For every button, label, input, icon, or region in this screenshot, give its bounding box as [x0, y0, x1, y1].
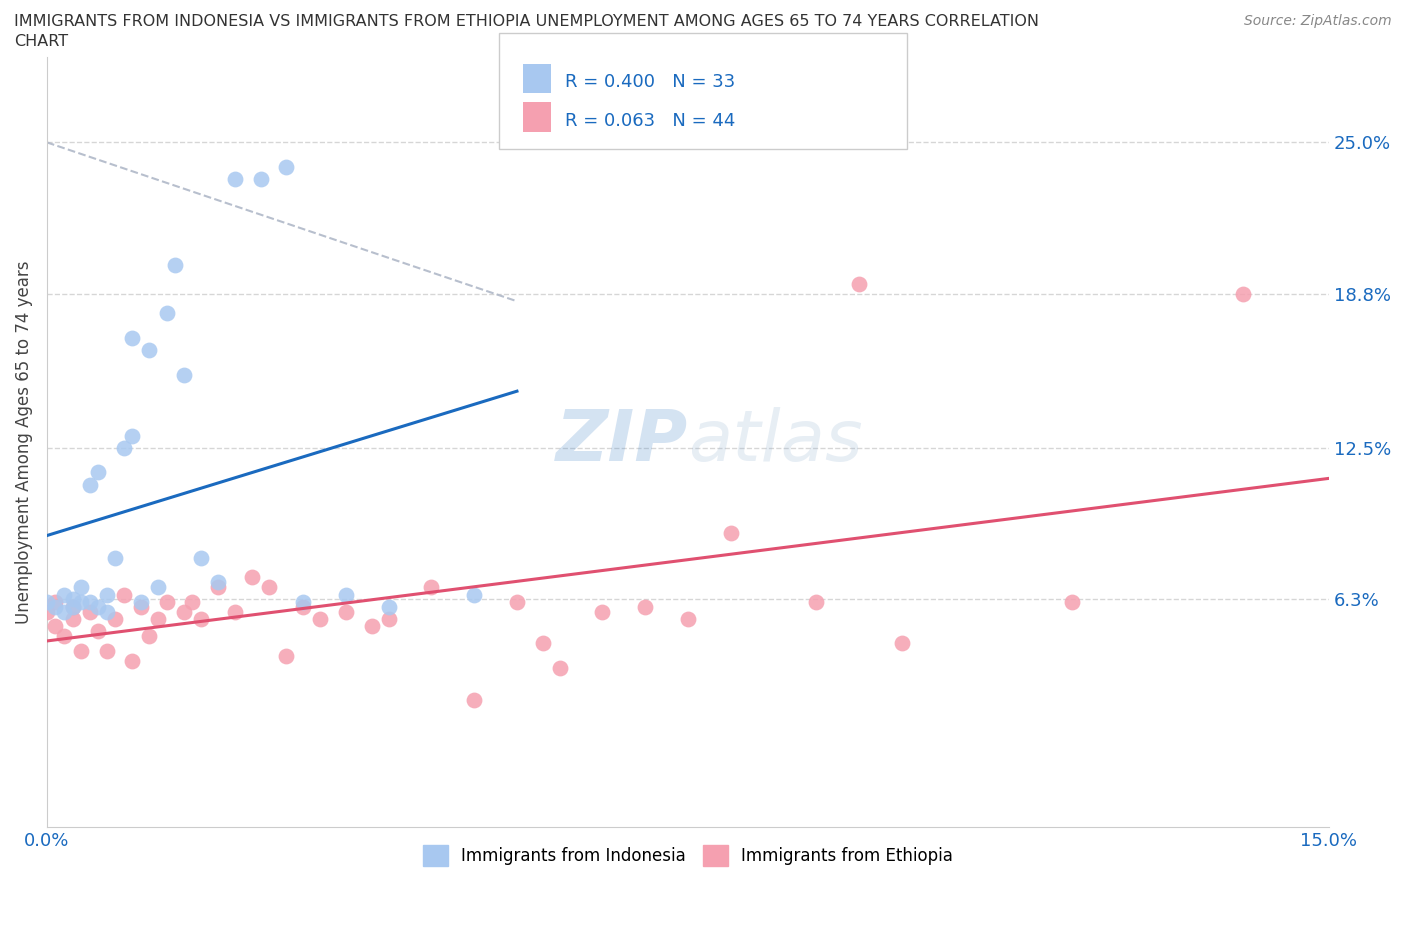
Point: [70, 644, 93, 658]
Point: [848, 277, 870, 292]
Point: [804, 594, 827, 609]
Text: ZIP: ZIP: [555, 407, 688, 476]
Point: [181, 594, 204, 609]
Point: [96, 604, 118, 619]
Point: [129, 599, 152, 614]
Point: [87, 624, 110, 639]
Point: [890, 636, 912, 651]
Point: [70, 594, 93, 609]
Point: [53, 587, 76, 602]
Point: [146, 612, 169, 627]
Point: [249, 172, 271, 187]
Point: [463, 692, 485, 707]
Text: Source: ZipAtlas.com: Source: ZipAtlas.com: [1244, 14, 1392, 28]
Point: [207, 579, 229, 594]
Point: [62, 599, 84, 614]
Point: [121, 653, 143, 668]
Point: [1232, 286, 1254, 301]
Point: [720, 526, 742, 541]
Point: [112, 587, 135, 602]
Point: [62, 612, 84, 627]
Point: [276, 648, 298, 663]
Point: [309, 612, 332, 627]
Point: [292, 594, 315, 609]
Point: [377, 612, 399, 627]
Point: [104, 551, 127, 565]
Point: [53, 604, 76, 619]
Point: [44, 599, 66, 614]
Point: [257, 579, 280, 594]
Point: [138, 629, 160, 644]
Point: [146, 579, 169, 594]
Point: [155, 306, 177, 321]
Legend: Immigrants from Indonesia, Immigrants from Ethiopia: Immigrants from Indonesia, Immigrants fr…: [416, 839, 959, 872]
Point: [506, 594, 529, 609]
Point: [138, 342, 160, 357]
Point: [35, 594, 58, 609]
Point: [53, 629, 76, 644]
Point: [276, 159, 298, 174]
Point: [292, 599, 315, 614]
Point: [129, 594, 152, 609]
Point: [79, 477, 101, 492]
Point: [190, 612, 212, 627]
Point: [112, 441, 135, 456]
Point: [240, 570, 263, 585]
Text: atlas: atlas: [688, 407, 862, 476]
Point: [87, 465, 110, 480]
Point: [463, 587, 485, 602]
Y-axis label: Unemployment Among Ages 65 to 74 years: Unemployment Among Ages 65 to 74 years: [15, 260, 32, 623]
Point: [44, 618, 66, 633]
Point: [44, 594, 66, 609]
Point: [173, 367, 195, 382]
Text: IMMIGRANTS FROM INDONESIA VS IMMIGRANTS FROM ETHIOPIA UNEMPLOYMENT AMONG AGES 65: IMMIGRANTS FROM INDONESIA VS IMMIGRANTS …: [14, 14, 1039, 29]
Point: [531, 636, 554, 651]
Point: [121, 428, 143, 443]
Point: [35, 604, 58, 619]
Point: [165, 258, 187, 272]
Point: [377, 599, 399, 614]
Point: [335, 604, 357, 619]
Point: [96, 644, 118, 658]
Point: [87, 599, 110, 614]
Point: [591, 604, 613, 619]
Point: [190, 551, 212, 565]
Point: [79, 594, 101, 609]
Point: [79, 604, 101, 619]
Point: [335, 587, 357, 602]
Text: R = 0.063   N = 44: R = 0.063 N = 44: [565, 112, 735, 129]
Text: CHART: CHART: [14, 34, 67, 49]
Point: [676, 612, 699, 627]
Point: [70, 579, 93, 594]
Point: [62, 599, 84, 614]
Point: [360, 618, 382, 633]
Point: [420, 579, 443, 594]
Point: [634, 599, 657, 614]
Point: [224, 172, 246, 187]
Point: [62, 592, 84, 607]
Point: [548, 660, 571, 675]
Point: [207, 575, 229, 590]
Point: [121, 330, 143, 345]
Point: [224, 604, 246, 619]
Point: [1062, 594, 1084, 609]
Text: R = 0.400   N = 33: R = 0.400 N = 33: [565, 73, 735, 91]
Point: [173, 604, 195, 619]
Point: [104, 612, 127, 627]
Point: [96, 587, 118, 602]
Point: [155, 594, 177, 609]
